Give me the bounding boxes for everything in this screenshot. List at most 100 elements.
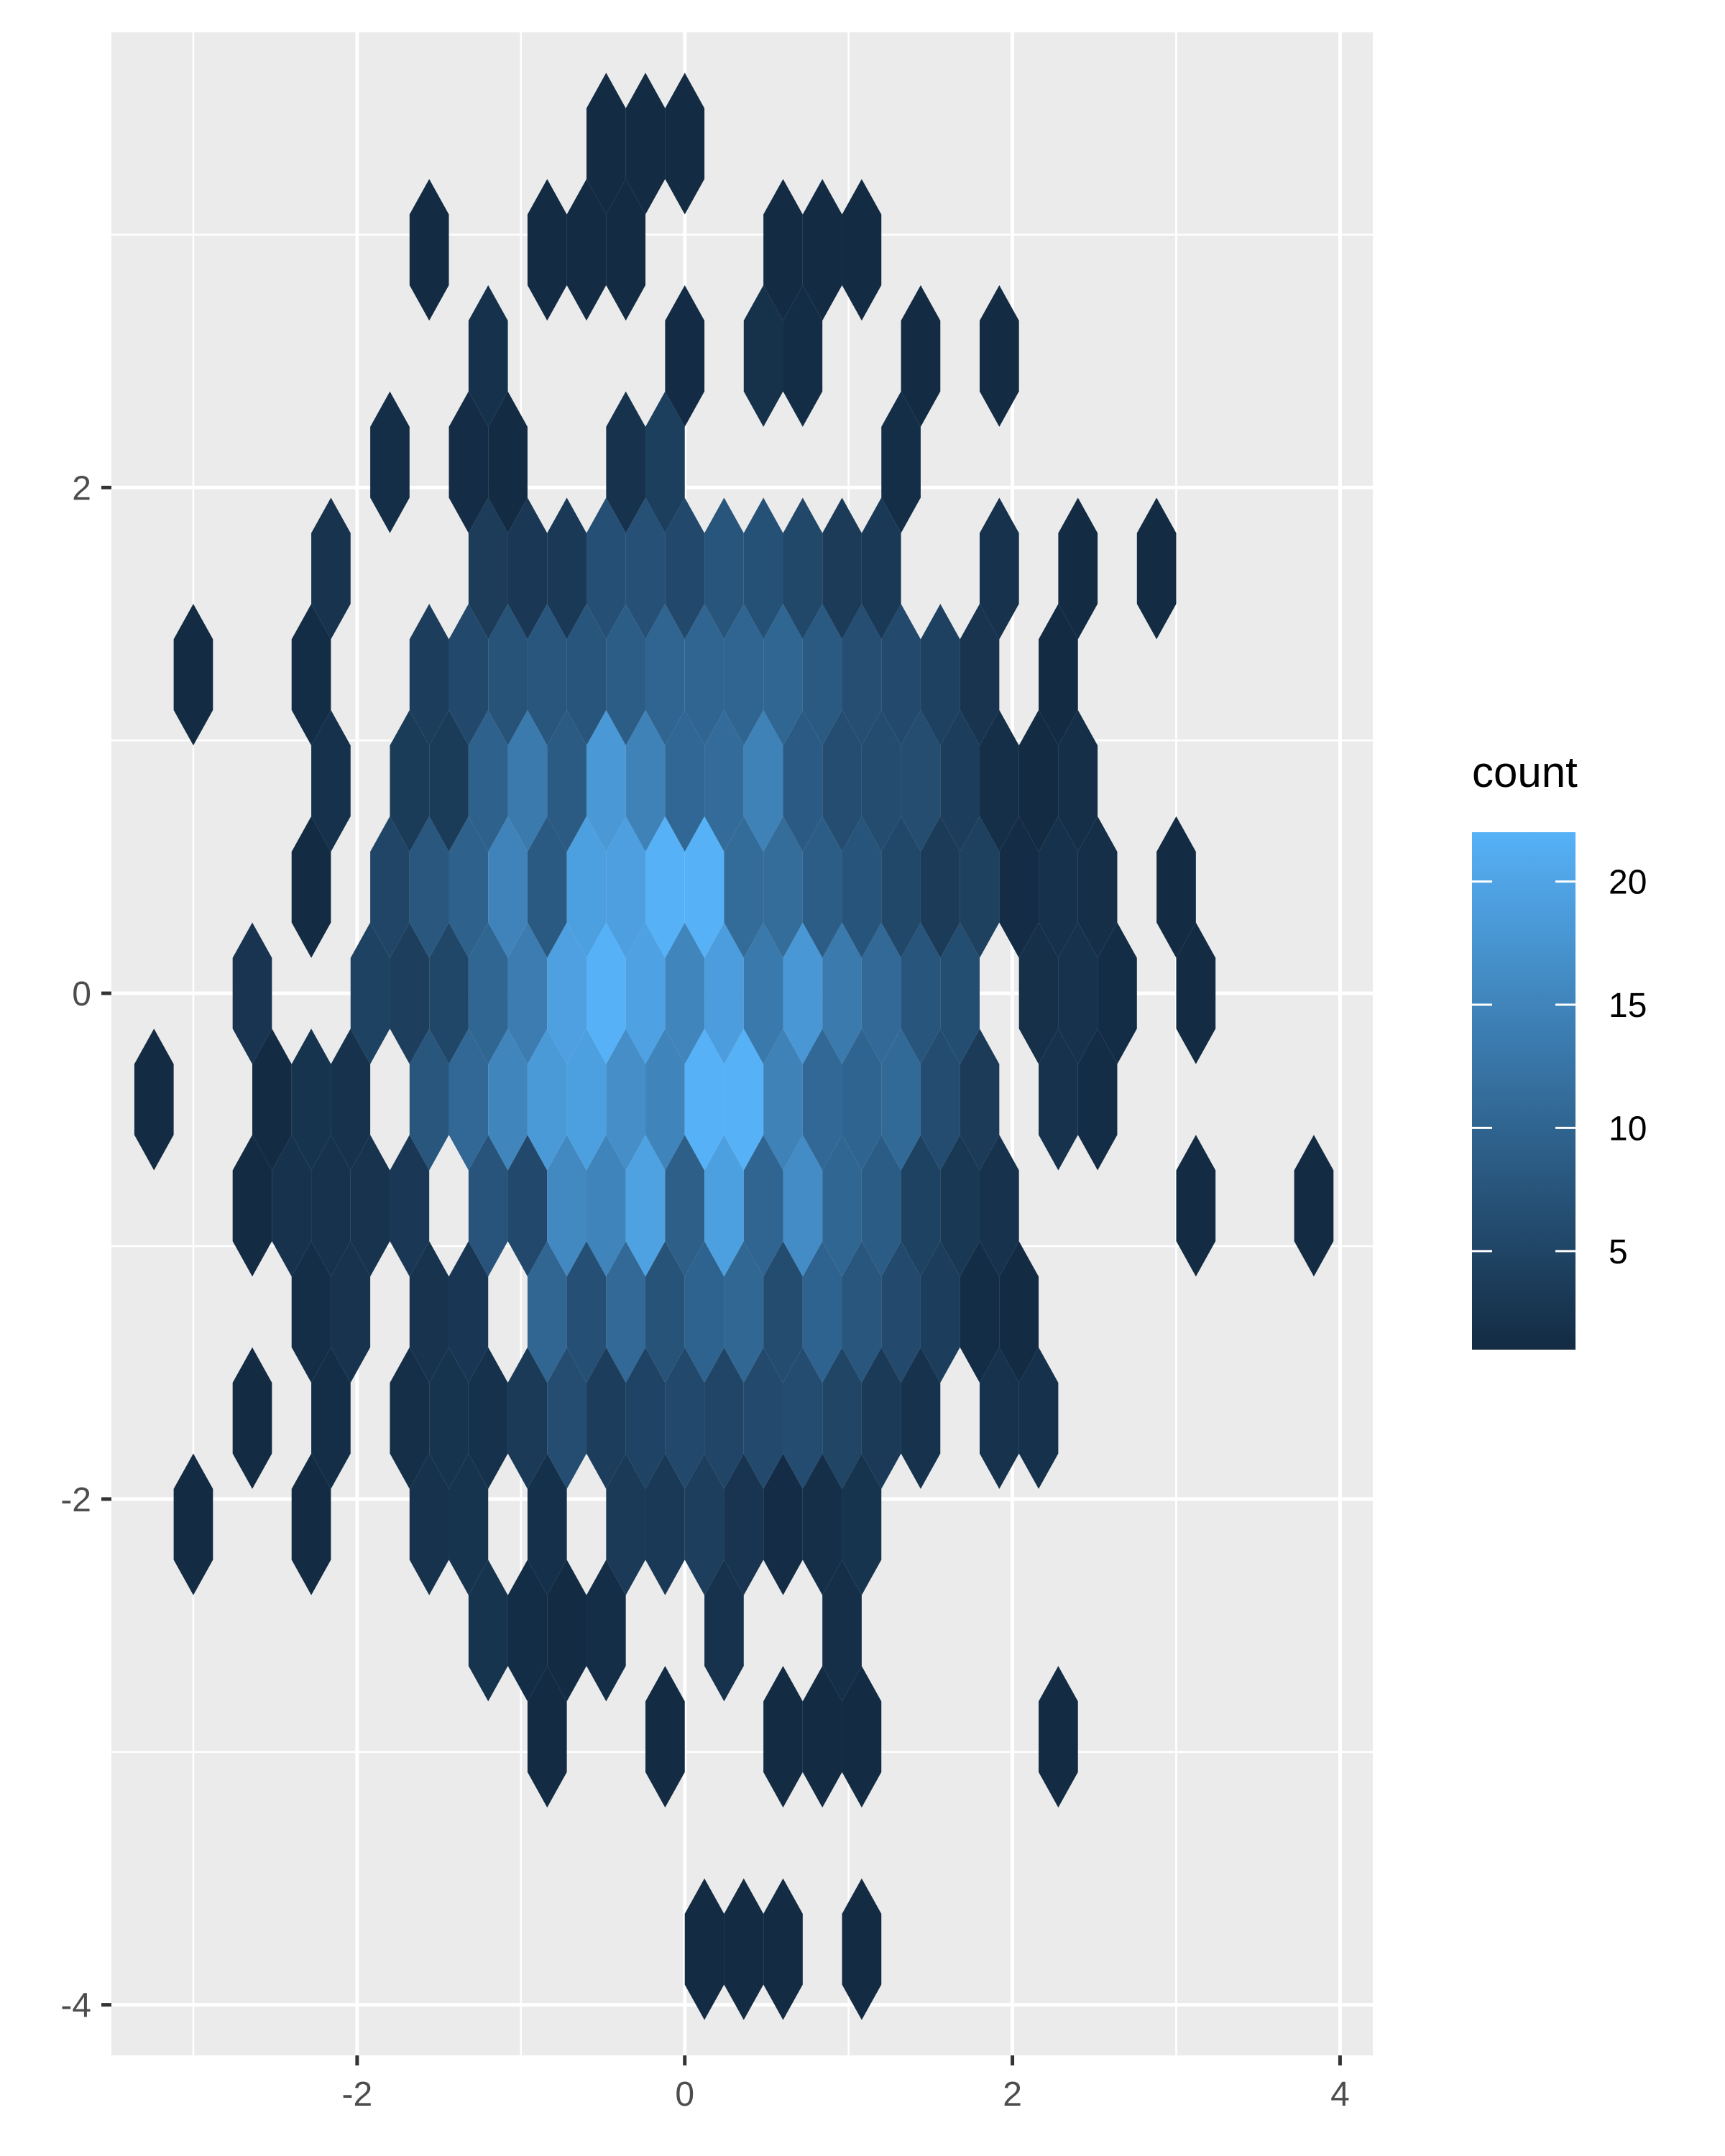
hex-bin xyxy=(881,604,921,746)
hex-bin xyxy=(802,1028,842,1171)
hex-bin xyxy=(429,922,469,1064)
hex-bin xyxy=(1156,816,1196,958)
hex-bin xyxy=(1039,1666,1078,1808)
hex-bin xyxy=(350,1135,390,1277)
hex-bin xyxy=(979,1347,1019,1489)
hex-bin xyxy=(547,1135,586,1277)
hex-bin xyxy=(842,1878,882,2020)
hex-bin xyxy=(448,816,489,958)
hex-bin xyxy=(861,497,901,640)
hex-bin xyxy=(488,604,528,746)
hex-bin xyxy=(743,710,783,852)
hex-bin xyxy=(586,73,626,215)
hex-bin xyxy=(232,922,272,1064)
hex-bin xyxy=(527,1453,567,1595)
hex-bin xyxy=(606,816,646,958)
legend-ticks: 5 10 15 20 xyxy=(1472,864,1647,1271)
hex-bin xyxy=(468,497,508,640)
hex-bin xyxy=(390,1135,430,1277)
hex-bin xyxy=(802,1666,842,1808)
hex-bin xyxy=(684,1878,724,2020)
hex-bin xyxy=(586,1560,626,1702)
hex-bin xyxy=(802,1240,842,1383)
hex-bin xyxy=(527,1240,567,1383)
hex-bin xyxy=(763,604,803,746)
hex-bin xyxy=(625,710,666,852)
hex-bin xyxy=(901,285,941,427)
hex-bin xyxy=(625,73,666,215)
hex-bin xyxy=(960,816,1000,958)
hex-bin xyxy=(645,1028,685,1171)
hex-bin xyxy=(979,710,1019,852)
hex-bin xyxy=(665,710,705,852)
hex-bin xyxy=(1077,1028,1118,1171)
hex-bin xyxy=(350,922,390,1064)
hex-bin xyxy=(1039,604,1078,746)
hex-bin xyxy=(232,1135,272,1277)
hex-bin xyxy=(429,710,469,852)
hex-bin xyxy=(625,922,666,1064)
hex-bin xyxy=(665,285,705,427)
hex-bin xyxy=(783,1347,823,1489)
hex-bin xyxy=(606,604,646,746)
hex-bin xyxy=(547,922,586,1064)
hex-bin xyxy=(842,1028,882,1171)
hex-bin xyxy=(390,922,430,1064)
hex-bin xyxy=(1058,710,1098,852)
legend-colorbar xyxy=(1472,832,1576,1350)
hex-bin xyxy=(606,179,646,321)
hex-bin xyxy=(802,1453,842,1595)
hex-bin xyxy=(743,497,783,640)
hex-bin xyxy=(665,922,705,1064)
hex-bin xyxy=(743,1135,783,1277)
hex-bin xyxy=(370,391,410,533)
hex-bin xyxy=(291,1028,331,1171)
hex-bin xyxy=(448,1453,489,1595)
hex-bin xyxy=(842,1240,882,1383)
hex-bin xyxy=(468,1135,508,1277)
hex-bin xyxy=(1294,1135,1334,1277)
hex-bin xyxy=(901,1135,941,1277)
hex-bin xyxy=(1176,1135,1216,1277)
hex-bin xyxy=(645,1666,685,1808)
hex-bin xyxy=(586,1135,626,1277)
hex-bin xyxy=(783,1135,823,1277)
hex-bin xyxy=(429,1347,469,1489)
hex-bin xyxy=(468,710,508,852)
hex-bin xyxy=(291,604,331,746)
hex-bin xyxy=(488,1028,528,1171)
hex-bin xyxy=(507,922,548,1064)
hex-bin xyxy=(272,1135,312,1277)
hex-bin xyxy=(743,1347,783,1489)
hex-bin xyxy=(507,1560,548,1702)
hex-bin xyxy=(763,179,803,321)
hex-bin xyxy=(743,922,783,1064)
hex-bin xyxy=(704,1135,744,1277)
hex-bin xyxy=(488,391,528,533)
hex-bin xyxy=(842,1666,882,1808)
hex-bin xyxy=(606,1453,646,1595)
hex-bin xyxy=(822,1347,862,1489)
legend-title: count xyxy=(1472,748,1578,796)
hex-bin xyxy=(173,604,213,746)
hex-bin xyxy=(507,497,548,640)
hex-bin xyxy=(724,1878,764,2020)
hex-bin xyxy=(409,816,449,958)
hex-bin xyxy=(527,1666,567,1808)
y-tick-label: -4 xyxy=(60,1987,91,2025)
hex-bin xyxy=(783,922,823,1064)
hex-bin xyxy=(1018,710,1059,852)
hex-bin xyxy=(999,1240,1039,1383)
hex-bin xyxy=(625,1347,666,1489)
hex-bin xyxy=(488,816,528,958)
hex-bin xyxy=(448,391,489,533)
hex-bin xyxy=(901,922,941,1064)
hex-bin xyxy=(920,1240,960,1383)
hex-bin xyxy=(311,1135,351,1277)
x-tick-label: -2 xyxy=(342,2076,373,2114)
hex-bin xyxy=(566,179,607,321)
hex-bin xyxy=(881,1028,921,1171)
hex-bin xyxy=(724,1028,764,1171)
hex-bin xyxy=(586,922,626,1064)
